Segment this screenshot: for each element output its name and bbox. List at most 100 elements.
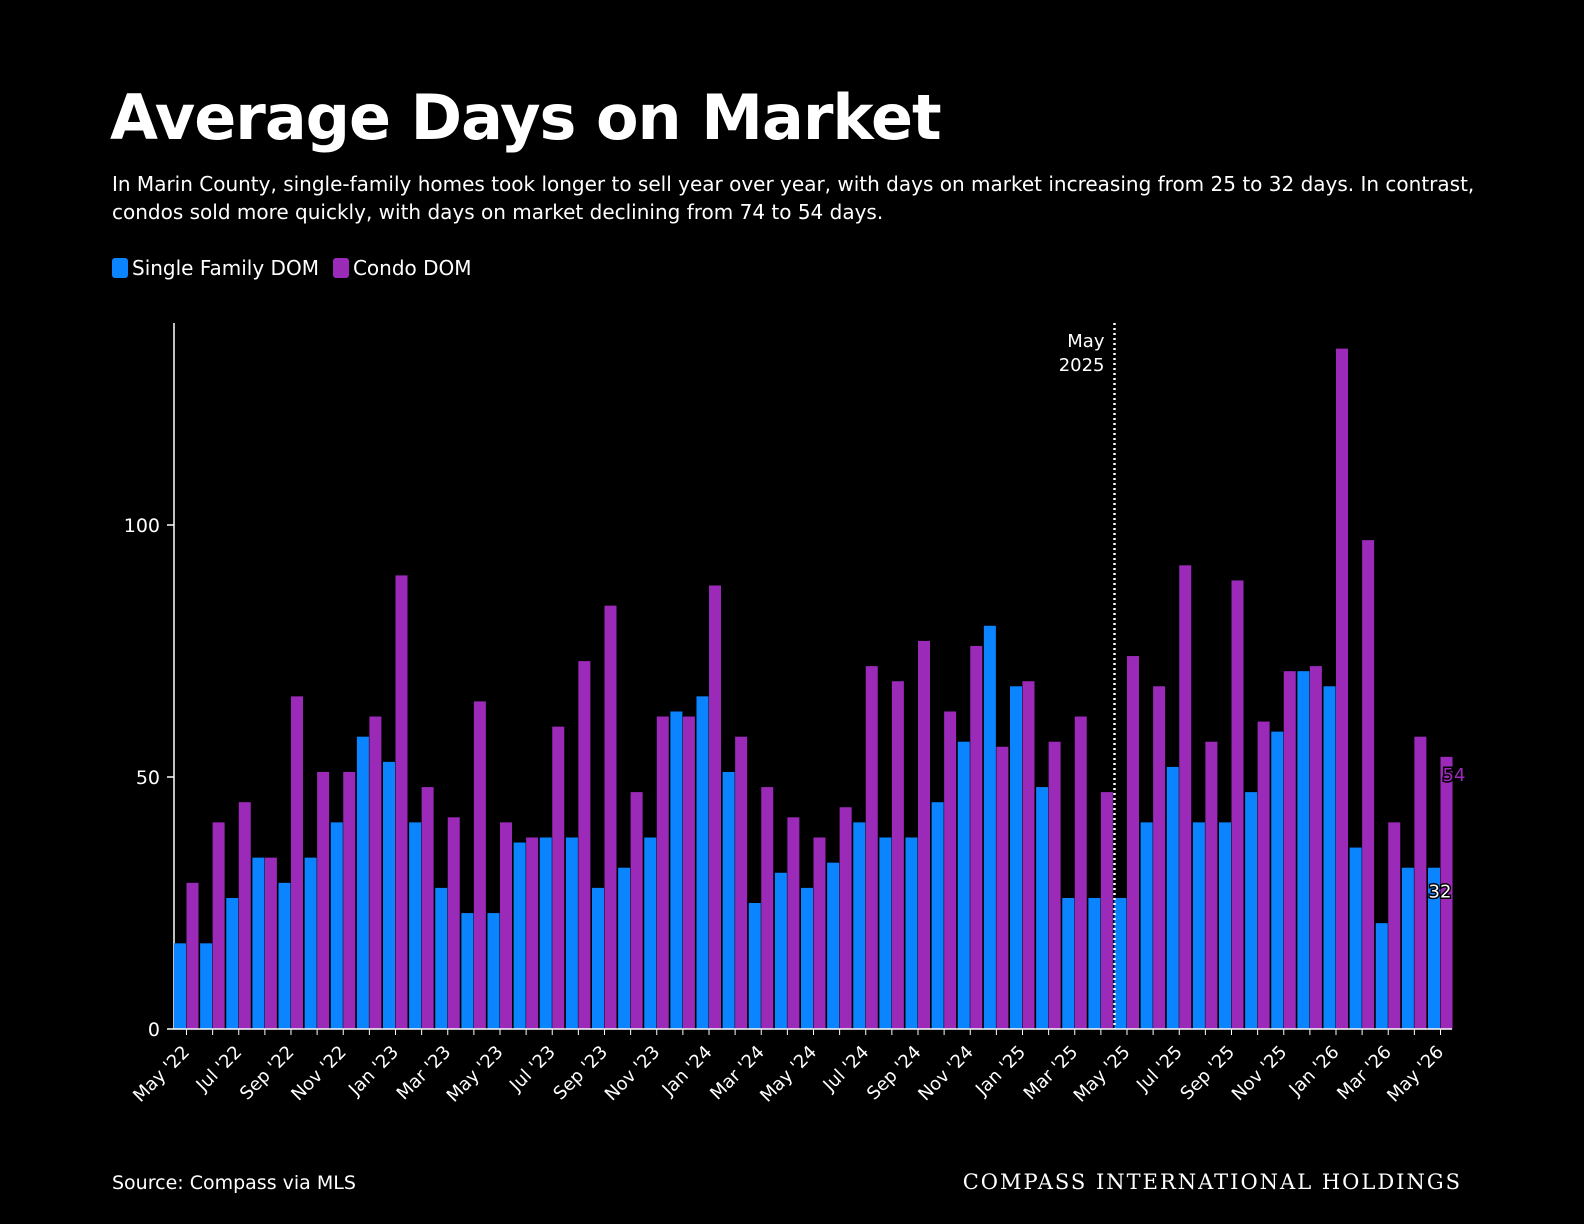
bar-condo bbox=[1100, 792, 1113, 1029]
bar-condo bbox=[1022, 681, 1035, 1029]
bar-condo bbox=[865, 666, 878, 1029]
bar-single-family bbox=[1245, 792, 1258, 1029]
bar-condo bbox=[1179, 565, 1192, 1029]
bar-single-family bbox=[1375, 923, 1388, 1029]
bar-single-family bbox=[1401, 867, 1414, 1029]
bar-single-family bbox=[1088, 897, 1101, 1029]
bar-condo bbox=[656, 716, 669, 1029]
chart-subtitle: In Marin County, single-family homes too… bbox=[112, 172, 1475, 224]
bar-condo bbox=[447, 817, 460, 1029]
bar-condo bbox=[1309, 666, 1322, 1029]
bar-single-family bbox=[356, 736, 369, 1029]
legend-label-single-family: Single Family DOM bbox=[132, 256, 319, 280]
x-tick-label: Nov '22 bbox=[287, 1042, 350, 1105]
x-tick-label: Nov '23 bbox=[601, 1042, 664, 1105]
bar-condo bbox=[1388, 822, 1401, 1029]
x-tick-label: Sep '22 bbox=[236, 1042, 299, 1105]
bar-condo bbox=[1048, 741, 1061, 1029]
end-label-single-family: 32 bbox=[1429, 882, 1452, 903]
bar-single-family bbox=[748, 903, 761, 1029]
bar-condo bbox=[1127, 656, 1139, 1029]
legend-item-single-family: Single Family DOM bbox=[112, 256, 319, 280]
x-tick-label: May '23 bbox=[443, 1042, 508, 1107]
bar-single-family bbox=[278, 882, 291, 1029]
bar-single-family bbox=[879, 837, 892, 1029]
bar-condo bbox=[578, 661, 591, 1029]
x-tick-label: Sep '25 bbox=[1176, 1042, 1239, 1105]
bar-condo bbox=[500, 822, 512, 1029]
bar-condo bbox=[343, 771, 356, 1029]
bar-single-family bbox=[487, 913, 500, 1029]
annotation-label-year: 2025 bbox=[1059, 355, 1105, 376]
bar-single-family bbox=[983, 625, 996, 1029]
legend-item-condo: Condo DOM bbox=[332, 256, 472, 280]
bar-condo bbox=[186, 882, 199, 1029]
bar-single-family bbox=[618, 867, 631, 1029]
bar-single-family bbox=[565, 837, 578, 1029]
bar-single-family bbox=[174, 943, 186, 1029]
bar-single-family bbox=[304, 857, 317, 1029]
bar-condo bbox=[369, 716, 382, 1029]
bar-single-family bbox=[1114, 897, 1127, 1029]
bar-condo bbox=[395, 575, 408, 1029]
x-tick-label: Sep '23 bbox=[549, 1042, 612, 1105]
bar-condo bbox=[813, 837, 826, 1029]
bar-single-family bbox=[644, 837, 657, 1029]
bar-condo bbox=[1231, 580, 1244, 1029]
bar-single-family bbox=[827, 862, 840, 1029]
bar-single-family bbox=[853, 822, 866, 1029]
bar-condo bbox=[682, 716, 695, 1029]
bar-single-family bbox=[435, 887, 448, 1029]
x-tick-label: May '22 bbox=[129, 1042, 194, 1107]
bar-single-family bbox=[1349, 847, 1362, 1029]
bar-condo bbox=[787, 817, 800, 1029]
bar-single-family bbox=[200, 943, 213, 1029]
bar-condo bbox=[970, 645, 983, 1029]
chart-title: Average Days on Market bbox=[110, 81, 942, 154]
bar-condo bbox=[291, 696, 303, 1029]
bar-single-family bbox=[670, 711, 683, 1029]
bar-condo bbox=[1336, 348, 1348, 1030]
bar-condo bbox=[317, 771, 330, 1029]
bar-condo bbox=[761, 787, 774, 1029]
y-tick-label: 100 bbox=[124, 515, 160, 537]
bar-single-family bbox=[905, 837, 918, 1029]
bar-single-family bbox=[1297, 671, 1310, 1029]
x-tick-label: Nov '24 bbox=[914, 1042, 977, 1105]
bar-single-family bbox=[801, 887, 813, 1029]
x-tick-label: May '25 bbox=[1070, 1042, 1135, 1107]
bar-single-family bbox=[1192, 822, 1205, 1029]
bar-condo bbox=[212, 822, 225, 1029]
bar-single-family bbox=[330, 822, 343, 1029]
bar-condo bbox=[996, 746, 1009, 1029]
bar-single-family bbox=[1428, 867, 1440, 1029]
bar-single-family bbox=[539, 837, 552, 1029]
bar-condo bbox=[604, 605, 617, 1029]
bar-single-family bbox=[1140, 822, 1153, 1029]
bar-condo bbox=[918, 640, 930, 1029]
bar-condo bbox=[630, 792, 643, 1029]
bar-single-family bbox=[383, 761, 395, 1029]
bar-single-family bbox=[461, 913, 474, 1029]
legend-label-condo: Condo DOM bbox=[352, 256, 472, 280]
bar-condo bbox=[473, 701, 486, 1029]
bar-condo bbox=[421, 787, 434, 1029]
bar-condo bbox=[526, 837, 539, 1029]
bar-condo bbox=[1074, 716, 1087, 1029]
bar-condo bbox=[891, 681, 904, 1029]
bar-single-family bbox=[931, 802, 944, 1029]
bar-single-family bbox=[409, 822, 422, 1029]
bar-single-family bbox=[957, 741, 970, 1029]
x-tick-label: May '24 bbox=[756, 1042, 821, 1107]
bar-single-family bbox=[252, 857, 265, 1029]
bar-single-family bbox=[1271, 731, 1284, 1029]
annotation-label-month: May bbox=[1067, 331, 1105, 352]
source-note: Source: Compass via MLS bbox=[112, 1172, 356, 1194]
bar-single-family bbox=[1010, 686, 1022, 1029]
bar-single-family bbox=[1219, 822, 1231, 1029]
bar-condo bbox=[264, 857, 277, 1029]
legend: Single Family DOM Condo DOM bbox=[112, 256, 486, 280]
bar-condo bbox=[1205, 741, 1218, 1029]
bar-single-family bbox=[1323, 686, 1336, 1029]
